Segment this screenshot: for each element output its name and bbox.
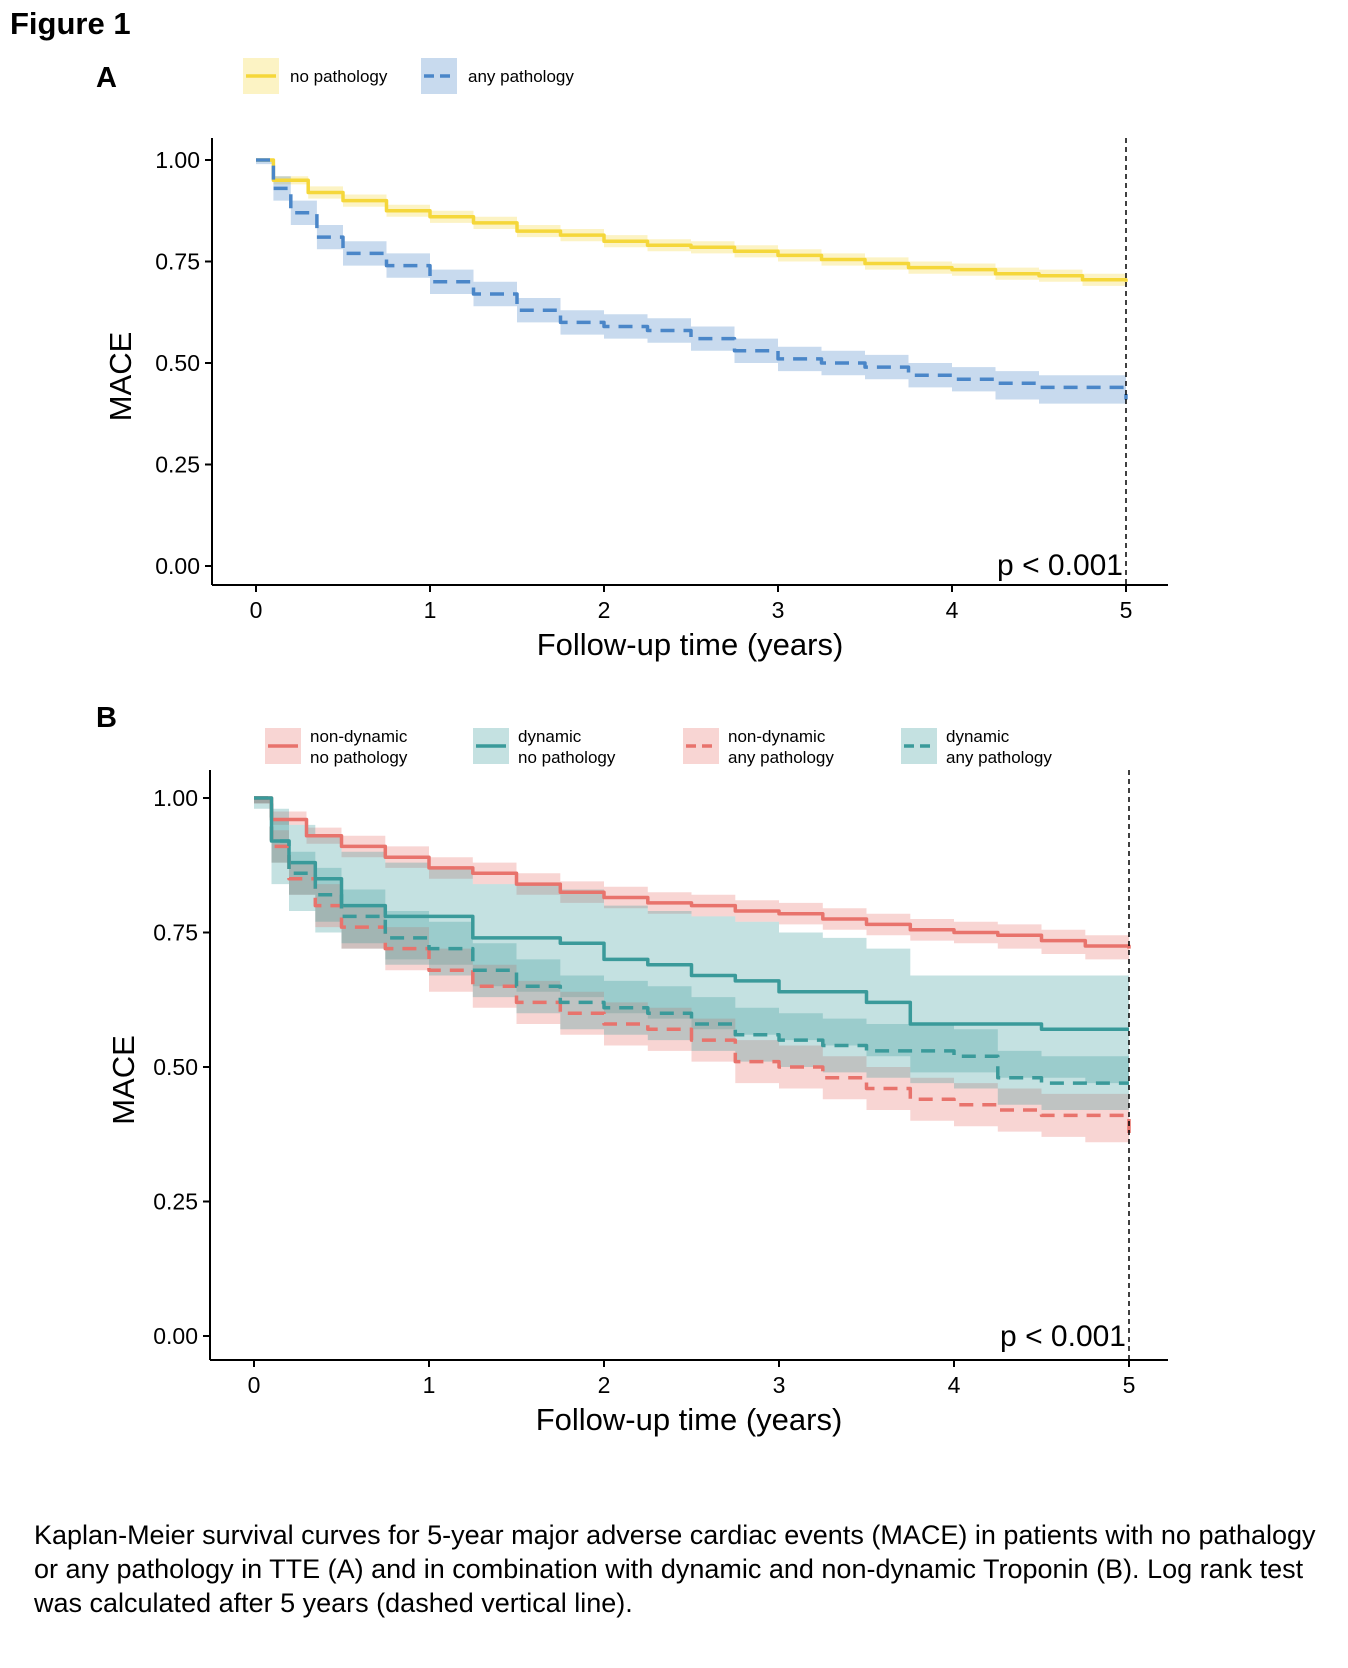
survival-curve (254, 796, 1131, 1137)
y-tick-label: 1.00 (155, 147, 200, 173)
confidence-band (256, 160, 1126, 290)
y-axis-title: MACE (103, 332, 138, 422)
survival-curve (254, 796, 1129, 1085)
confidence-band (254, 798, 1129, 1159)
x-tick-label: 1 (424, 597, 437, 623)
survival-curve (256, 158, 1128, 282)
panel-a-letter: A (96, 62, 117, 94)
x-tick-label: 5 (1123, 1372, 1136, 1398)
x-tick-label: 3 (772, 597, 785, 623)
chart-panel-b: 0.00 0.25 0.50 0.75 1.00 0 1 2 3 4 5 Follow-up time… (106, 727, 1168, 1437)
x-tick-label: 3 (773, 1372, 786, 1398)
legend-label: non-dynamic (728, 727, 826, 746)
panel-b-letter: B (96, 702, 117, 734)
y-tick-label: 0.00 (153, 1323, 198, 1349)
legend-label: any pathology (468, 67, 574, 86)
legend-label: no pathology (518, 748, 616, 767)
x-tick-label: 2 (598, 1372, 611, 1398)
x-tick-label: 4 (948, 1372, 961, 1398)
legend-label: non-dynamic (310, 727, 408, 746)
confidence-band (256, 160, 1126, 416)
legend-label: dynamic (946, 727, 1010, 746)
figure-title: Figure 1 (10, 6, 131, 41)
y-axis-title: MACE (106, 1035, 141, 1125)
p-value-annotation: p < 0.001 (997, 549, 1123, 582)
y-tick-label: 0.00 (155, 553, 200, 579)
x-tick-label: 1 (423, 1372, 436, 1398)
y-tick-label: 0.75 (153, 920, 198, 946)
figure-caption: Kaplan-Meier survival curves for 5-year … (34, 1520, 1316, 1618)
legend-label: no pathology (290, 67, 388, 86)
x-tick-label: 2 (598, 597, 611, 623)
survival-curve (254, 796, 1129, 1032)
x-tick-label: 0 (248, 1372, 261, 1398)
legend-label: any pathology (728, 748, 834, 767)
survival-curve (256, 158, 1128, 400)
x-tick-label: 0 (250, 597, 263, 623)
legend-label: dynamic (518, 727, 582, 746)
y-tick-label: 0.25 (153, 1189, 198, 1215)
y-tick-label: 0.25 (155, 452, 200, 478)
legend: non-dynamic no pathology dynamic no patholo… (265, 727, 1052, 767)
y-tick-label: 0.50 (155, 350, 200, 376)
x-axis-title: Follow-up time (years) (536, 1402, 843, 1437)
y-tick-label: 1.00 (153, 785, 198, 811)
x-axis-title: Follow-up time (years) (537, 627, 844, 662)
x-tick-label: 4 (946, 597, 959, 623)
legend-label: no pathology (310, 748, 408, 767)
p-value-annotation: p < 0.001 (1000, 1320, 1126, 1353)
survival-curve (254, 796, 1131, 949)
x-tick-label: 5 (1120, 597, 1133, 623)
y-tick-label: 0.50 (153, 1054, 198, 1080)
legend: no pathology any pathology (243, 58, 574, 94)
legend-label: any pathology (946, 748, 1052, 767)
figure-svg: 0.00 0.25 0.50 0.75 1.00 0 1 2 3 4 5 Follow-up time… (103, 58, 1168, 1437)
confidence-band (254, 798, 1129, 1116)
chart-panel-a: 0.00 0.25 0.50 0.75 1.00 0 1 2 3 4 5 Follow-up time… (103, 58, 1168, 662)
y-tick-label: 0.75 (155, 249, 200, 275)
